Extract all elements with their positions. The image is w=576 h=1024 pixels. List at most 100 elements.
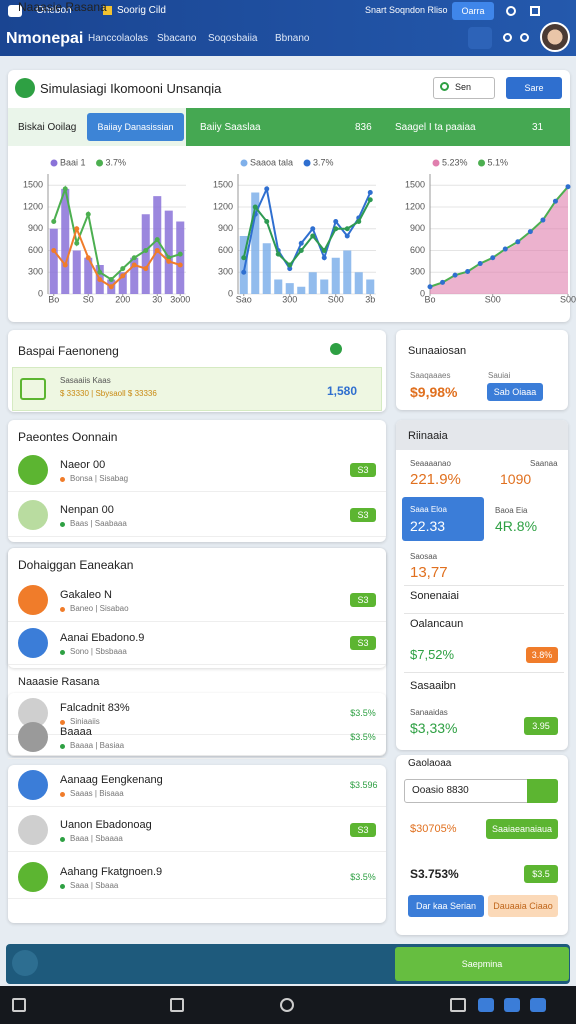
- search-box[interactable]: [433, 77, 495, 99]
- point: [287, 262, 293, 268]
- row-label[interactable]: Oalancaun: [410, 618, 464, 630]
- nav-button[interactable]: [504, 998, 520, 1012]
- button-label[interactable]: Dauaaia Ciaao: [493, 901, 553, 911]
- badge-label[interactable]: $3.5%: [350, 872, 376, 882]
- badge-label[interactable]: S3: [357, 595, 369, 605]
- app-badge: [103, 6, 112, 15]
- divider: [8, 621, 386, 622]
- input-button[interactable]: [527, 779, 558, 803]
- item-name[interactable]: Baaaa: [60, 726, 92, 738]
- card-title: Riinaaia: [408, 430, 448, 442]
- value[interactable]: 22.33: [410, 518, 446, 534]
- button[interactable]: [487, 383, 543, 401]
- nav-icon[interactable]: [503, 33, 512, 42]
- status-button[interactable]: [452, 2, 494, 20]
- list-row[interactable]: [404, 613, 564, 637]
- badge[interactable]: [526, 647, 558, 663]
- point: [356, 219, 362, 224]
- tab[interactable]: Saagel I ta paaiaa: [395, 122, 476, 133]
- nav-link[interactable]: Bbnano: [275, 33, 310, 44]
- row-label[interactable]: Sonenaiai: [410, 590, 459, 602]
- button-label[interactable]: Dar kaa Serian: [415, 901, 477, 911]
- tab-active[interactable]: [87, 113, 184, 141]
- item-meta: Bonsa | Sisabag: [70, 474, 129, 483]
- nav-link[interactable]: Sbacano: [157, 33, 197, 44]
- label[interactable]: Saaa Eloa: [410, 505, 447, 514]
- nav-button[interactable]: [530, 998, 546, 1012]
- search-label[interactable]: Sen: [455, 82, 472, 92]
- badge-label[interactable]: 3.8%: [531, 650, 553, 660]
- badge-label[interactable]: S3: [357, 825, 369, 835]
- tab[interactable]: Biskai Ooilag: [18, 122, 77, 133]
- avatar[interactable]: [540, 22, 570, 52]
- bottom-button-label[interactable]: Saepmina: [461, 959, 503, 969]
- button-label[interactable]: Sab Oiaaa: [493, 387, 537, 397]
- point: [465, 269, 471, 275]
- nav-link[interactable]: Soqosbaiia: [208, 33, 258, 44]
- badge-label[interactable]: $3.596: [350, 780, 378, 790]
- item-name[interactable]: Aanaag Eengkenang: [60, 774, 163, 786]
- point: [540, 217, 546, 223]
- item-name[interactable]: Falcadnit 83%: [60, 702, 130, 714]
- y-tick-label: 1200: [405, 201, 425, 211]
- bottom-button[interactable]: [395, 947, 569, 981]
- button-label[interactable]: 3.95: [532, 721, 550, 731]
- bar: [61, 188, 70, 294]
- item-name[interactable]: Aanai Ebadono.9: [60, 632, 145, 644]
- value: $30705%: [410, 823, 457, 835]
- item-name[interactable]: Nenpan 00: [60, 504, 114, 516]
- item-name[interactable]: Naeor 00: [60, 459, 106, 471]
- badge[interactable]: [350, 463, 376, 477]
- nav-button[interactable]: [280, 998, 294, 1012]
- nav-button[interactable]: [450, 998, 466, 1012]
- point: [97, 277, 103, 282]
- nav-button[interactable]: [478, 998, 494, 1012]
- bar: [262, 243, 271, 294]
- item-name[interactable]: Uanon Ebadonoag: [60, 819, 152, 831]
- list-row[interactable]: [404, 585, 564, 609]
- point: [264, 219, 270, 224]
- nav-button[interactable]: [12, 998, 26, 1012]
- metric-tile[interactable]: [402, 497, 484, 541]
- badge-label[interactable]: S3: [357, 510, 369, 520]
- badge-label[interactable]: $3.5%: [350, 708, 376, 718]
- row-label[interactable]: Sasaaibn: [410, 680, 456, 692]
- badge[interactable]: [350, 636, 376, 650]
- primary-button-label[interactable]: Sare: [524, 83, 544, 93]
- tab[interactable]: Baiiy Saaslaa: [200, 122, 261, 133]
- item-name[interactable]: Gakaleo N: [60, 589, 112, 601]
- legend-dot: [478, 159, 486, 167]
- button-label[interactable]: Saaiaeanaiaua: [491, 824, 553, 834]
- item-name[interactable]: Aahang Fkatgnoen.9: [60, 866, 163, 878]
- list-row[interactable]: [404, 672, 564, 696]
- primary-button[interactable]: [506, 77, 562, 99]
- point: [143, 248, 149, 253]
- button[interactable]: [486, 819, 558, 839]
- y-tick-label: 300: [218, 267, 233, 277]
- input-text[interactable]: Ooasio 8830: [412, 785, 469, 796]
- button[interactable]: [524, 717, 558, 735]
- point: [552, 198, 558, 204]
- button[interactable]: [488, 895, 558, 917]
- tab-active-label[interactable]: Baiiay Danasissian: [97, 122, 174, 132]
- badge-label[interactable]: $3.5: [532, 869, 550, 879]
- badge[interactable]: [350, 508, 376, 522]
- nav-link[interactable]: Hanccolaolas: [88, 33, 149, 44]
- nav-button[interactable]: [170, 998, 184, 1012]
- bottom-icon[interactable]: [12, 950, 38, 976]
- button[interactable]: [408, 895, 484, 917]
- y-tick-label: 0: [38, 288, 43, 298]
- badge-label[interactable]: S3: [357, 638, 369, 648]
- status-icon: [506, 6, 516, 16]
- badge[interactable]: [350, 823, 376, 837]
- divider: [8, 806, 386, 807]
- status-button-label[interactable]: Oarra: [461, 6, 485, 16]
- badge-label[interactable]: S3: [357, 465, 369, 475]
- nav-icon[interactable]: [468, 27, 492, 49]
- badge-label[interactable]: $3.5%: [350, 732, 376, 742]
- nav-icon[interactable]: [520, 33, 529, 42]
- divider: [8, 664, 386, 665]
- point: [177, 251, 183, 257]
- badge[interactable]: [350, 593, 376, 607]
- badge[interactable]: [524, 865, 558, 883]
